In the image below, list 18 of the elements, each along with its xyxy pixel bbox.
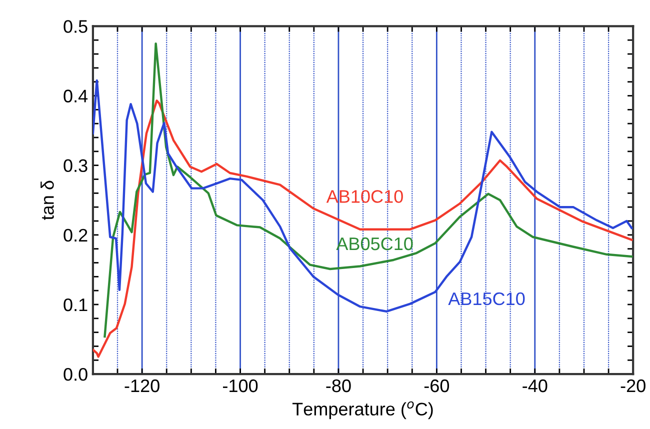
x-tick-label: -20 xyxy=(620,379,646,392)
x-axis-title: Temperature ($^{o}$C) xyxy=(292,401,433,420)
y-tick-label: 0.2 xyxy=(64,228,88,242)
line-series xyxy=(92,79,633,313)
y-tick-label: 0.1 xyxy=(64,298,88,312)
line-series xyxy=(104,42,633,338)
x-tick-label: -60 xyxy=(424,379,450,392)
y-tick-label: 0.5 xyxy=(64,20,88,33)
y-tick-label: 0.0 xyxy=(64,368,88,381)
x-tick-label: -100 xyxy=(223,379,258,392)
y-tick-label: 0.4 xyxy=(64,90,88,102)
x-tick-label: -80 xyxy=(326,379,351,392)
series-label: AB15C10 xyxy=(448,292,525,306)
x-tick-label: -40 xyxy=(522,379,548,392)
x-tick-label: -120 xyxy=(124,379,160,392)
y-axis-title: tan δ xyxy=(40,180,54,220)
line-series xyxy=(92,100,633,358)
y-tick-label: 0.3 xyxy=(64,159,88,172)
